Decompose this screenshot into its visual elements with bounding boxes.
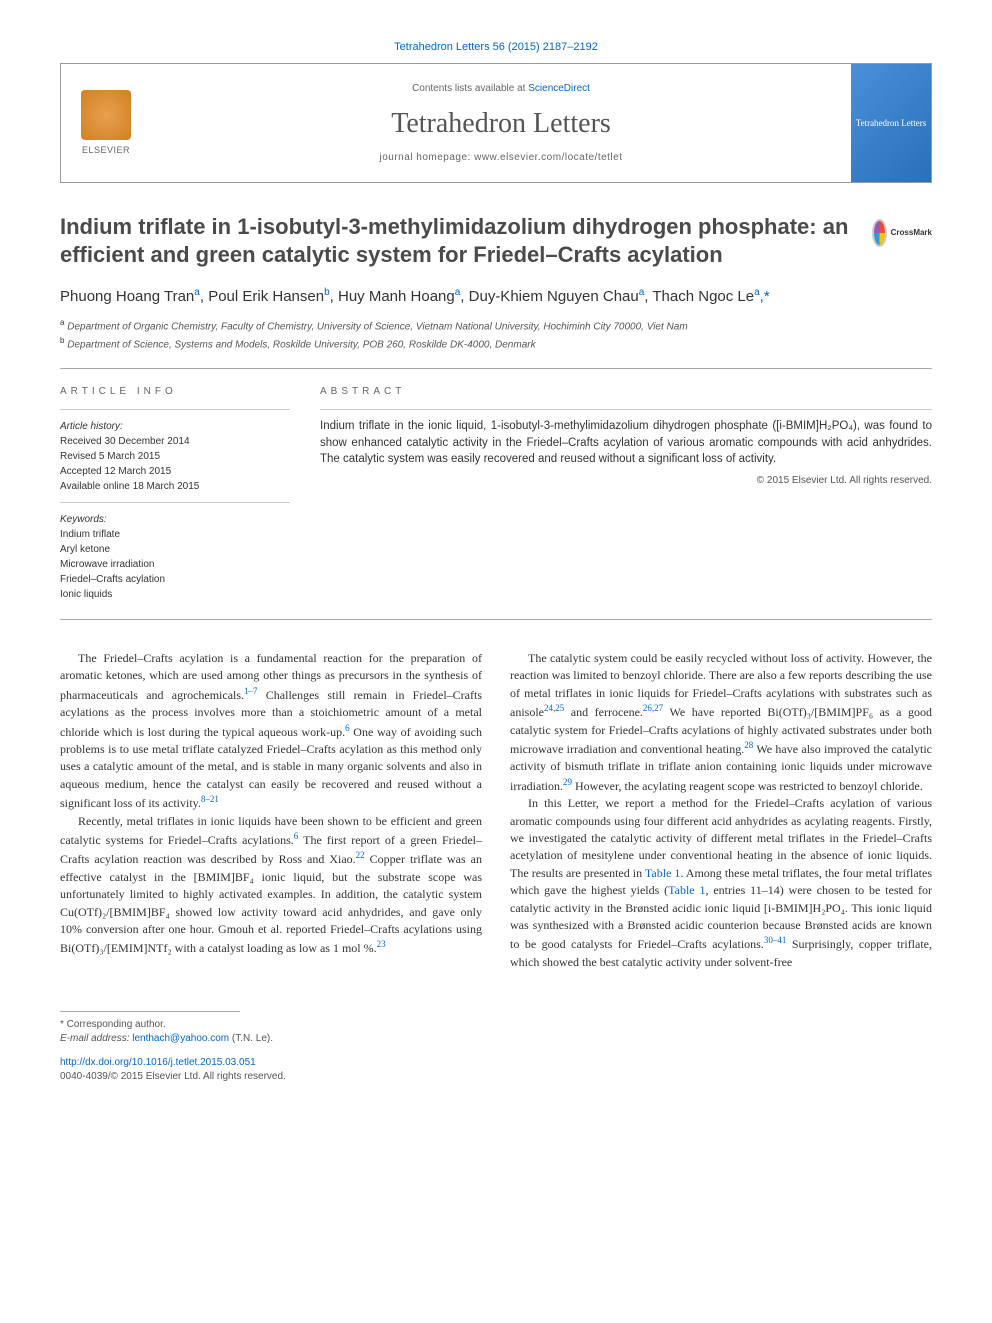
- ref-citation[interactable]: 30–41: [764, 935, 787, 945]
- author-aff-sup: a: [194, 287, 200, 298]
- author: Thach Ngoc Le: [652, 288, 754, 305]
- journal-name: Tetrahedron Letters: [391, 104, 611, 143]
- affiliation: b Department of Science, Systems and Mod…: [60, 335, 932, 352]
- ref-citation[interactable]: 23: [377, 939, 386, 949]
- journal-cover-thumb: Tetrahedron Letters: [851, 64, 931, 182]
- corresponding-star: ,*: [760, 288, 770, 305]
- abstract-text: Indium triflate in the ionic liquid, 1-i…: [320, 418, 932, 468]
- body-span: and ferrocene.: [564, 705, 643, 719]
- aff-text: Department of Science, Systems and Model…: [67, 339, 535, 350]
- homepage-url[interactable]: www.elsevier.com/locate/tetlet: [474, 152, 622, 163]
- corresponding-author-label: * Corresponding author.: [60, 1018, 932, 1032]
- keyword: Ionic liquids: [60, 588, 290, 602]
- publisher-block: ELSEVIER: [61, 64, 151, 182]
- crossmark-label: CrossMark: [891, 228, 932, 238]
- author: Huy Manh Hoang: [338, 288, 455, 305]
- ref-citation[interactable]: 28: [744, 740, 753, 750]
- keyword: Friedel–Crafts acylation: [60, 573, 290, 587]
- email-suffix: (T.N. Le).: [229, 1033, 273, 1044]
- homepage-prefix: journal homepage:: [379, 152, 474, 163]
- body-paragraph: The catalytic system could be easily rec…: [510, 650, 932, 795]
- history-item: Revised 5 March 2015: [60, 450, 290, 464]
- body-paragraph: In this Letter, we report a method for t…: [510, 795, 932, 971]
- article-title-text: Indium triflate in 1-isobutyl-3-methylim…: [60, 214, 848, 267]
- footer-block: * Corresponding author. E-mail address: …: [60, 1011, 932, 1084]
- history-item: Accepted 12 March 2015: [60, 465, 290, 479]
- journal-masthead: ELSEVIER Contents lists available at Sci…: [60, 63, 932, 183]
- article-info-column: ARTICLE INFO Article history: Received 3…: [60, 385, 290, 603]
- author-aff-sup: a: [639, 287, 645, 298]
- divider: [60, 502, 290, 503]
- divider: [60, 368, 932, 369]
- table-link[interactable]: Table 1: [645, 866, 681, 880]
- divider: [320, 409, 932, 410]
- contents-prefix: Contents lists available at: [412, 83, 528, 94]
- keyword: Aryl ketone: [60, 543, 290, 557]
- ref-citation[interactable]: 24,25: [544, 703, 564, 713]
- ref-citation[interactable]: 1–7: [244, 686, 258, 696]
- body-paragraph: The Friedel–Crafts acylation is a fundam…: [60, 650, 482, 813]
- author: Duy-Khiem Nguyen Chau: [469, 288, 639, 305]
- author-aff-sup: a: [455, 287, 461, 298]
- article-title: Indium triflate in 1-isobutyl-3-methylim…: [60, 213, 932, 268]
- divider: [60, 1011, 240, 1012]
- divider: [60, 409, 290, 410]
- page-container: Tetrahedron Letters 56 (2015) 2187–2192 …: [0, 0, 992, 1124]
- ref-citation[interactable]: 26,27: [643, 703, 663, 713]
- keyword: Microwave irradiation: [60, 558, 290, 572]
- affiliations: a Department of Organic Chemistry, Facul…: [60, 317, 932, 352]
- affiliation: a Department of Organic Chemistry, Facul…: [60, 317, 932, 334]
- author: Phuong Hoang Tran: [60, 288, 194, 305]
- body-span: However, the acylating reagent scope was…: [572, 779, 923, 793]
- aff-key: b: [60, 336, 64, 345]
- email-link[interactable]: lenthach@yahoo.com: [132, 1033, 229, 1044]
- divider: [60, 619, 932, 620]
- crossmark-icon: [872, 219, 887, 247]
- info-abstract-row: ARTICLE INFO Article history: Received 3…: [60, 385, 932, 603]
- journal-cover-label: Tetrahedron Letters: [856, 117, 927, 130]
- keyword: Indium triflate: [60, 528, 290, 542]
- ref-citation[interactable]: 29: [563, 777, 572, 787]
- body-text: The Friedel–Crafts acylation is a fundam…: [60, 650, 932, 971]
- aff-text: Department of Organic Chemistry, Faculty…: [67, 322, 687, 333]
- email-line: E-mail address: lenthach@yahoo.com (T.N.…: [60, 1032, 932, 1046]
- abstract-copyright: © 2015 Elsevier Ltd. All rights reserved…: [320, 474, 932, 488]
- history-item: Received 30 December 2014: [60, 435, 290, 449]
- contents-available-line: Contents lists available at ScienceDirec…: [412, 82, 590, 96]
- doi-link[interactable]: http://dx.doi.org/10.1016/j.tetlet.2015.…: [60, 1056, 932, 1070]
- body-span: Copper triflate was an effective catalys…: [60, 852, 482, 955]
- email-label: E-mail address:: [60, 1033, 132, 1044]
- citation-line: Tetrahedron Letters 56 (2015) 2187–2192: [60, 40, 932, 55]
- body-paragraph: Recently, metal triflates in ionic liqui…: [60, 813, 482, 958]
- history-title: Article history:: [60, 420, 290, 434]
- history-item: Available online 18 March 2015: [60, 480, 290, 494]
- homepage-line: journal homepage: www.elsevier.com/locat…: [379, 151, 622, 165]
- abstract-column: ABSTRACT Indium triflate in the ionic li…: [320, 385, 932, 603]
- table-link[interactable]: Table 1: [668, 883, 705, 897]
- article-history: Article history: Received 30 December 20…: [60, 420, 290, 494]
- ref-citation[interactable]: 8–21: [201, 794, 219, 804]
- sciencedirect-link[interactable]: ScienceDirect: [528, 83, 590, 94]
- elsevier-tree-icon: [81, 90, 131, 140]
- keywords-title: Keywords:: [60, 513, 290, 527]
- keywords-block: Keywords: Indium triflate Aryl ketone Mi…: [60, 513, 290, 602]
- aff-key: a: [60, 318, 64, 327]
- issn-copyright-line: 0040-4039/© 2015 Elsevier Ltd. All right…: [60, 1070, 932, 1084]
- abstract-label: ABSTRACT: [320, 385, 932, 399]
- ref-citation[interactable]: 22: [356, 850, 365, 860]
- authors-line: Phuong Hoang Trana, Poul Erik Hansenb, H…: [60, 286, 932, 307]
- article-info-label: ARTICLE INFO: [60, 385, 290, 399]
- crossmark-widget[interactable]: CrossMark: [872, 213, 932, 253]
- publisher-name: ELSEVIER: [82, 144, 130, 157]
- masthead-center: Contents lists available at ScienceDirec…: [151, 64, 851, 182]
- author: Poul Erik Hansen: [208, 288, 324, 305]
- author-aff-sup: b: [324, 287, 330, 298]
